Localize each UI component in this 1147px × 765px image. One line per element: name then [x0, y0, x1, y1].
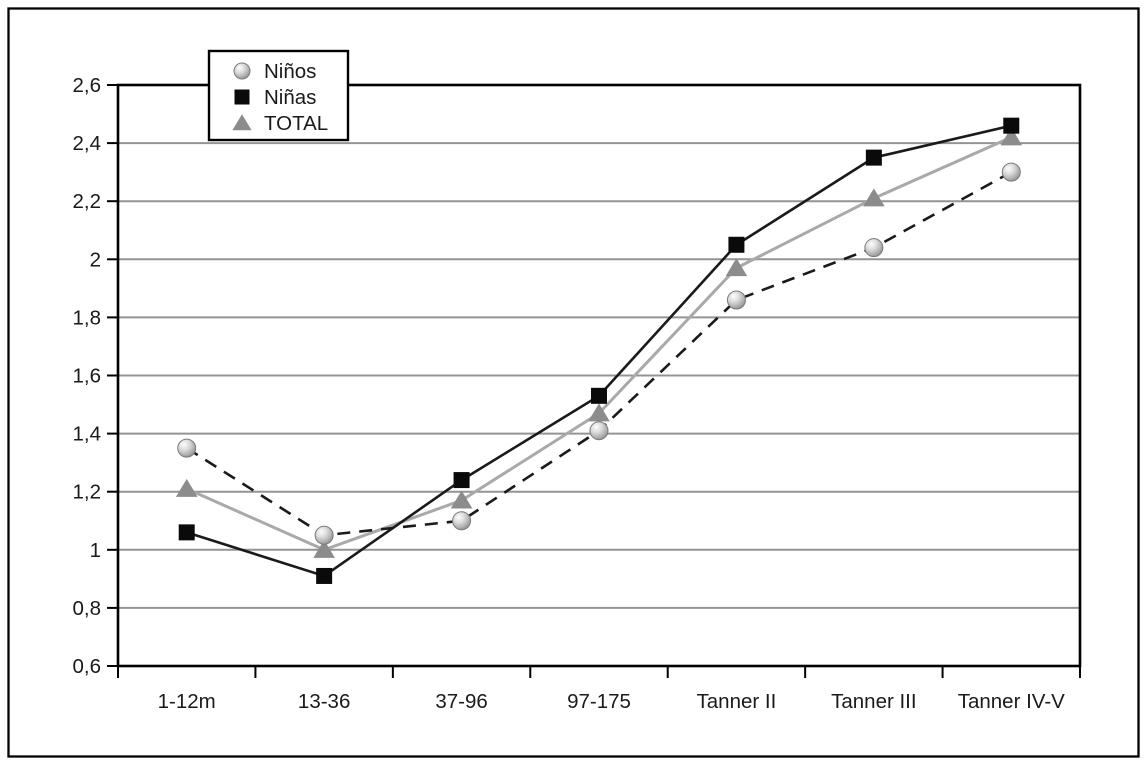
marker-ninas: [591, 387, 607, 404]
y-tick-label: 1,6: [73, 365, 102, 388]
legend-label-total: TOTAL: [264, 112, 328, 135]
marker-ninas: [728, 236, 745, 253]
x-category-label: 97-175: [567, 690, 631, 713]
marker-ninos: [864, 238, 884, 258]
marker-total: [450, 490, 473, 509]
y-tick-label: 1,4: [73, 423, 102, 446]
chart-root: 0,6 0,8 1 1,2 1,4 1,6 1,8 2 2,2 2,4 2,6 1-12m 13-36 3…: [7, 7, 1140, 758]
y-tick-label: 1,2: [73, 481, 102, 504]
legend-marker-ninas: [234, 89, 250, 105]
marker-ninos: [314, 525, 334, 545]
marker-ninas: [316, 567, 333, 584]
x-category-label: Tanner II: [697, 690, 777, 713]
y-tick-label: 2: [90, 248, 101, 271]
marker-total: [588, 403, 610, 422]
marker-total: [863, 188, 885, 207]
x-category-label: 37-96: [435, 690, 487, 713]
series-line-total: [186, 135, 1012, 552]
marker-total: [1000, 127, 1023, 146]
marker-ninas: [178, 524, 195, 541]
legend-label-ninos: Niños: [264, 60, 316, 83]
x-category-label: 13-36: [298, 690, 350, 713]
marker-total: [175, 478, 198, 497]
marker-ninas: [865, 149, 882, 166]
marker-total: [313, 539, 335, 558]
legend-marker-ninos: [233, 62, 251, 80]
marker-ninos: [452, 511, 472, 531]
marker-ninas: [1003, 117, 1020, 134]
y-tick-label: 1,8: [73, 306, 102, 329]
marker-ninas: [453, 472, 470, 489]
x-category-label: 1-12m: [158, 690, 216, 713]
marker-ninos: [589, 421, 609, 441]
y-tick-label: 1: [90, 539, 101, 562]
legend-box: [207, 49, 350, 142]
marker-ninos: [177, 438, 197, 458]
marker-ninos: [726, 290, 746, 310]
legend: Niños Niñas TOTAL: [207, 49, 350, 142]
y-tick-label: 0,6: [73, 655, 102, 678]
y-tick-label: 2,6: [73, 74, 102, 97]
y-tick-label: 0,8: [73, 597, 102, 620]
marker-ninos: [1001, 162, 1021, 182]
y-tick-label: 2,2: [73, 190, 102, 213]
marker-total: [725, 258, 748, 277]
series-line-ninos: [186, 171, 1012, 537]
x-category-label: Tanner III: [831, 690, 916, 713]
x-category-label: Tanner IV-V: [958, 690, 1065, 713]
legend-marker-total: [232, 114, 252, 131]
y-tick-label: 2,4: [73, 132, 102, 155]
figure-border: [7, 7, 1140, 758]
legend-label-ninas: Niñas: [264, 86, 316, 109]
